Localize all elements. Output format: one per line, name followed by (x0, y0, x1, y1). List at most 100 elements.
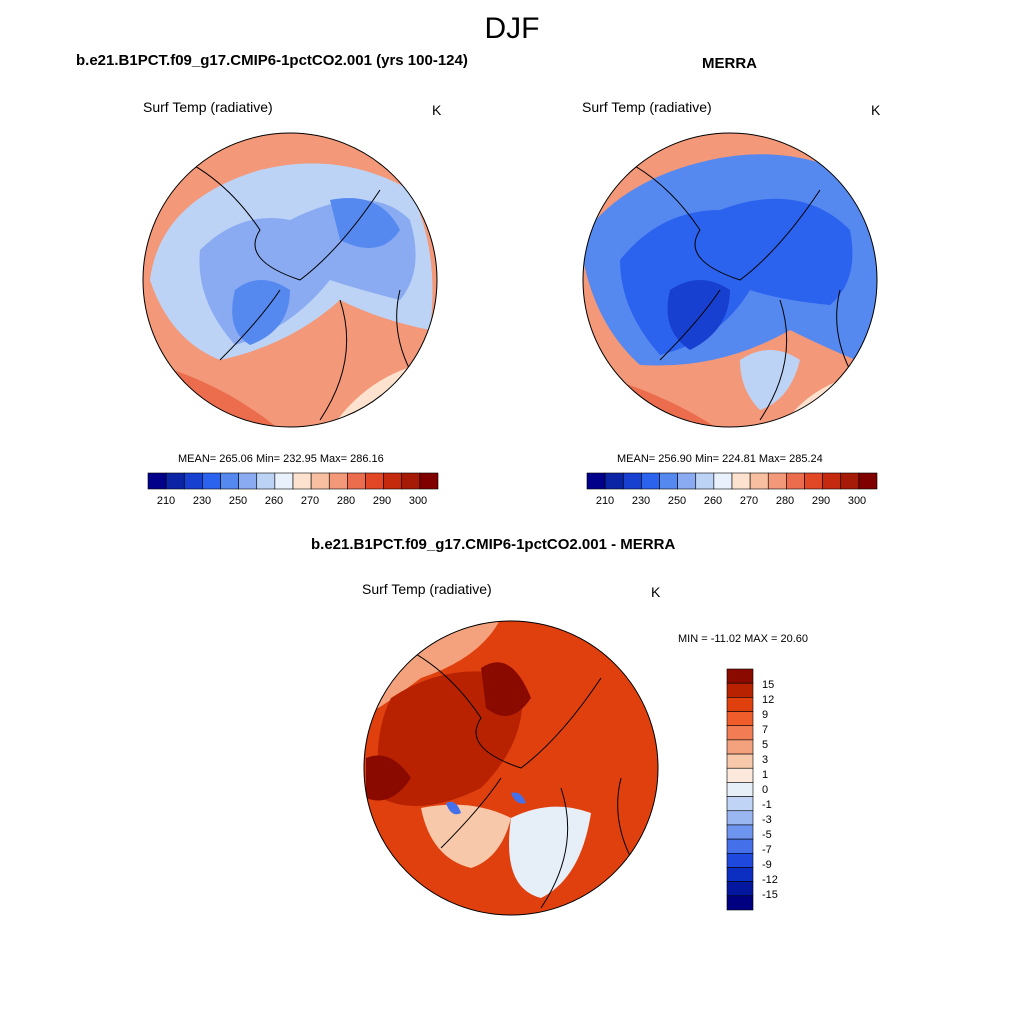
panel-3-colorbar-tick: -1 (762, 799, 772, 811)
panel-3-colorbar-tick: -9 (762, 859, 772, 871)
panel-2-units-label: K (871, 102, 881, 118)
colorbar-swatch (713, 472, 733, 490)
panel-1-colorbar-tick: 230 (192, 495, 212, 507)
panel-1-colorbar (147, 472, 439, 490)
panel-3-colorbar-tick: 7 (762, 724, 769, 736)
colorbar-swatch (147, 472, 167, 490)
panel-3-colorbar (726, 668, 754, 911)
colorbar-swatch (731, 472, 751, 490)
panel-3-field-greenland (421, 804, 511, 868)
colorbar-swatch (726, 895, 754, 911)
panel-3-coastlines (380, 637, 632, 909)
panel-3-colorbar-tick: -3 (762, 814, 772, 826)
panel-2-title: MERRA (702, 55, 757, 72)
panel-3-field-hotspot-2 (366, 755, 411, 801)
colorbar-swatch (726, 739, 754, 755)
panel-1-coastlines (159, 149, 411, 421)
colorbar-swatch (726, 881, 754, 897)
colorbar-swatch (726, 852, 754, 868)
panel-2-colorbar (586, 472, 878, 490)
colorbar-swatch (238, 472, 258, 490)
colorbar-swatch (622, 472, 642, 490)
panel-1-stats: MEAN= 265.06 Min= 232.95 Max= 286.16 (178, 453, 384, 465)
colorbar-swatch (726, 682, 754, 698)
panel-3-map-border (363, 620, 659, 916)
panel-1-colorbar-tick: 300 (408, 495, 428, 507)
colorbar-swatch (604, 472, 624, 490)
colorbar-swatch (274, 472, 294, 490)
colorbar-swatch (677, 472, 697, 490)
panel-3-field-scandinavia (509, 806, 591, 898)
panel-2-colorbar-swatches (586, 472, 878, 490)
colorbar-swatch (641, 472, 660, 490)
panel-3-stats: MIN = -11.02 MAX = 20.60 (678, 633, 809, 645)
colorbar-swatch (858, 472, 878, 490)
colorbar-swatch (220, 472, 239, 490)
panel-3-polar-map (363, 620, 659, 916)
panel-1-colorbar-tick: 260 (264, 495, 284, 507)
panel-3-colorbar-tick: 15 (762, 679, 775, 691)
panel-3-units-label: K (651, 584, 661, 600)
panel-1-units-label: K (432, 102, 442, 118)
panel-1-colorbar-tick: 290 (372, 495, 392, 507)
colorbar-swatch (726, 697, 754, 712)
colorbar-swatch (383, 472, 403, 490)
colorbar-swatch (202, 472, 221, 490)
colorbar-swatch (767, 472, 787, 490)
panel-2-stats: MEAN= 256.90 Min= 224.81 Max= 285.24 (617, 453, 823, 465)
colorbar-swatch (726, 824, 754, 840)
panel-2-field-scandinavia (740, 350, 800, 410)
colorbar-swatch (726, 838, 754, 854)
colorbar-swatch (586, 472, 606, 490)
panel-3-field-cold-spot-1 (446, 801, 461, 815)
panel-2-colorbar-tick: 290 (811, 495, 831, 507)
panel-2-coastlines (599, 149, 851, 421)
panel-3-colorbar-tick: 0 (762, 784, 769, 796)
colorbar-swatch (726, 711, 754, 727)
colorbar-swatch (726, 753, 754, 769)
colorbar-swatch (292, 472, 312, 490)
colorbar-swatch (726, 725, 754, 741)
colorbar-swatch (256, 472, 276, 490)
colorbar-swatch (695, 472, 715, 490)
colorbar-swatch (165, 472, 185, 490)
panel-2-colorbar-tick: 260 (703, 495, 723, 507)
colorbar-swatch (419, 472, 439, 490)
panel-1-colorbar-tick: 270 (300, 495, 320, 507)
panel-2-colorbar-tick: 300 (847, 495, 867, 507)
panel-2-colorbar-tick: 270 (739, 495, 759, 507)
panel-3-colorbar-swatches (726, 668, 754, 911)
panel-2-polar-map (582, 132, 878, 428)
colorbar-swatch (786, 472, 805, 490)
colorbar-swatch (726, 782, 754, 797)
panel-2-colorbar-tick: 210 (595, 495, 615, 507)
panel-3-colorbar-tick: -15 (762, 889, 778, 901)
colorbar-swatch (840, 472, 860, 490)
panel-1-colorbar-swatches (147, 472, 439, 490)
colorbar-swatch (347, 472, 366, 490)
colorbar-swatch (310, 472, 330, 490)
panel-2-colorbar-tick: 280 (775, 495, 795, 507)
panel-3-colorbar-tick: 5 (762, 739, 769, 751)
panel-3-colorbar-tick: 3 (762, 754, 769, 766)
colorbar-swatch (726, 867, 754, 882)
colorbar-swatch (365, 472, 384, 490)
panel-1-colorbar-tick: 210 (156, 495, 176, 507)
panel-3-title: b.e21.B1PCT.f09_g17.CMIP6-1pctCO2.001 - … (311, 536, 676, 553)
colorbar-swatch (726, 668, 754, 684)
colorbar-swatch (804, 472, 823, 490)
colorbar-swatch (401, 472, 421, 490)
panel-3-field-cold-spot-2 (511, 792, 526, 804)
panel-2-colorbar-tick: 250 (667, 495, 687, 507)
panel-1-variable-label: Surf Temp (radiative) (143, 99, 273, 115)
panel-2-map-border (582, 132, 878, 428)
panel-1-field-siberia-cold (330, 198, 400, 248)
panel-3-colorbar-tick: -7 (762, 844, 772, 856)
colorbar-swatch (749, 472, 769, 490)
season-title: DJF (484, 12, 540, 45)
panel-1-colorbar-tick: 280 (336, 495, 356, 507)
panel-3-colorbar-tick: -12 (762, 874, 778, 886)
colorbar-swatch (328, 472, 348, 490)
panel-3-colorbar-tick: 9 (762, 709, 769, 721)
panel-1-polar-map (142, 132, 438, 428)
